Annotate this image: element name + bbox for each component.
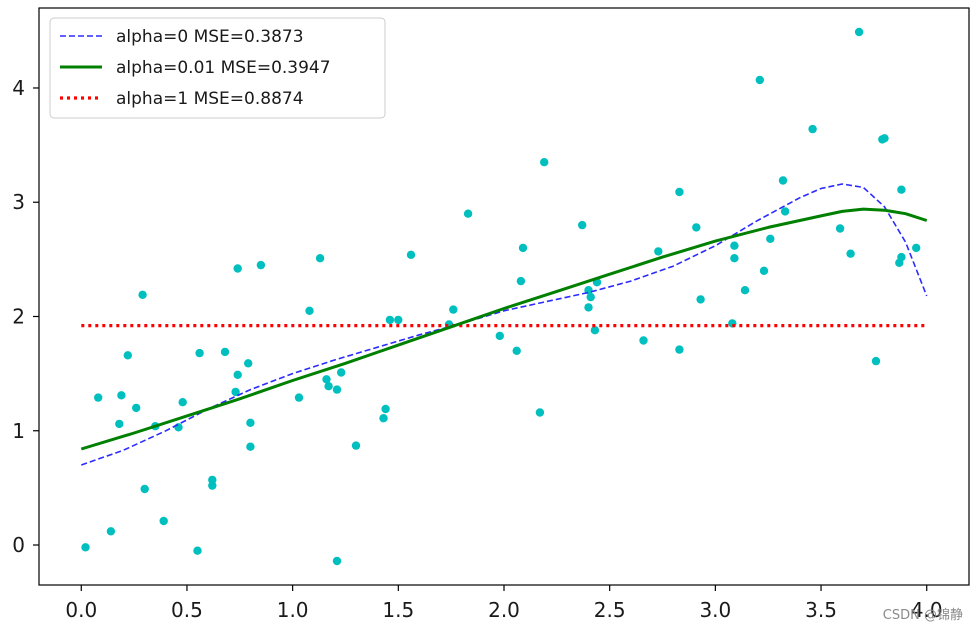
scatter-point <box>766 234 775 243</box>
scatter-point <box>381 404 390 414</box>
x-tick-label: 1.0 <box>277 598 309 622</box>
scatter-point <box>195 348 204 358</box>
scatter-point <box>231 387 240 397</box>
x-tick-label: 0.0 <box>65 598 97 622</box>
scatter-point <box>897 252 906 262</box>
scatter-point <box>140 484 149 494</box>
scatter-point <box>780 207 790 216</box>
scatter-point <box>394 315 403 325</box>
watermark: CSDN @锦静 <box>882 608 963 623</box>
y-tick-label: 4 <box>12 76 25 100</box>
scatter-point <box>755 75 764 85</box>
scatter-point <box>512 346 521 355</box>
scatter-point <box>808 124 817 134</box>
scatter-point <box>730 254 739 263</box>
x-tick-label: 0.5 <box>171 598 203 622</box>
series-line-alpha0 <box>81 183 928 466</box>
scatter-point <box>315 254 325 263</box>
scatter-point <box>117 391 126 400</box>
scatter-point <box>835 224 845 233</box>
plot-data-layer <box>80 27 928 566</box>
scatter-point <box>193 546 202 555</box>
legend: alpha=0 MSE=0.3873 alpha=0.01 MSE=0.3947 a… <box>49 17 386 119</box>
legend-label: alpha=1 MSE=0.8874 <box>116 89 304 109</box>
scatter-point <box>159 516 168 526</box>
scatter-point <box>730 241 739 250</box>
scatter-point <box>322 375 331 384</box>
scatter-point <box>138 290 147 299</box>
scatter-point <box>586 292 595 302</box>
scatter-point <box>740 286 750 295</box>
scatter-point <box>590 326 600 335</box>
scatter-point <box>324 382 333 391</box>
scatter-point <box>305 306 314 315</box>
y-tick-label: 0 <box>12 533 25 557</box>
scatter-point <box>233 370 242 379</box>
scatter-point <box>584 303 593 312</box>
scatter-point <box>123 351 132 360</box>
scatter-point <box>256 260 266 270</box>
series-line-alpha0.01 <box>80 207 928 451</box>
scatter-point <box>385 315 395 325</box>
scatter-point <box>463 209 473 218</box>
scatter-point <box>244 359 253 368</box>
scatter-point <box>220 347 230 357</box>
y-tick-label: 2 <box>12 304 25 328</box>
scatter-point <box>332 385 342 394</box>
scatter-point <box>759 266 769 275</box>
scatter-point <box>692 223 701 232</box>
scatter-point <box>208 475 217 485</box>
scatter-point <box>246 442 255 451</box>
legend-label: alpha=0 MSE=0.3873 <box>116 27 304 47</box>
scatter-point <box>675 345 684 354</box>
scatter-point <box>675 187 684 197</box>
scatter-point <box>174 423 183 432</box>
scatter-point <box>912 243 921 253</box>
scatter-point <box>351 441 361 450</box>
scatter-point <box>696 295 705 304</box>
x-tick-label: 3.0 <box>699 598 731 622</box>
axes-layer: 0.0 0.5 1.0 1.5 2.0 2.5 3.0 3.5 4.0 0 1 2 3 4 <box>12 7 970 622</box>
scatter-point <box>294 393 304 402</box>
scatter-point <box>518 243 528 253</box>
scatter-point <box>81 543 90 552</box>
scatter-point <box>578 220 587 230</box>
scatter-point <box>540 158 549 167</box>
scatter-point <box>897 185 906 194</box>
y-tick-label: 1 <box>12 419 25 443</box>
scatter-point <box>516 276 526 286</box>
scatter-point <box>115 419 124 429</box>
scatter-point <box>246 418 255 427</box>
scatter-point <box>871 356 881 366</box>
scatter-point <box>449 305 458 314</box>
scatter-point <box>332 556 342 566</box>
scatter-point <box>106 527 116 536</box>
scatter-point <box>94 393 103 402</box>
x-tick-label: 3.5 <box>805 598 837 622</box>
scatter-point <box>639 336 648 345</box>
scatter-point <box>132 403 141 413</box>
scatter-point <box>337 368 346 377</box>
y-tick-label: 3 <box>12 190 25 214</box>
legend-box <box>49 17 386 119</box>
scatter-point <box>406 250 416 259</box>
x-tick-label: 2.0 <box>488 598 520 622</box>
scatter-point <box>880 134 889 143</box>
scatter-point <box>379 414 388 423</box>
x-tick-label: 2.5 <box>594 598 626 622</box>
x-tick-label: 1.5 <box>382 598 414 622</box>
x-tick-label: 4.0 <box>911 598 943 622</box>
scatter-point <box>535 408 545 417</box>
scatter-point <box>778 176 788 185</box>
scatter-point <box>654 247 663 256</box>
scatter-point <box>846 249 855 258</box>
scatter-point <box>178 398 187 407</box>
scatter-point <box>233 264 242 273</box>
scatter-point <box>854 27 864 37</box>
scatter-point <box>495 331 504 341</box>
legend-label: alpha=0.01 MSE=0.3947 <box>116 58 331 78</box>
